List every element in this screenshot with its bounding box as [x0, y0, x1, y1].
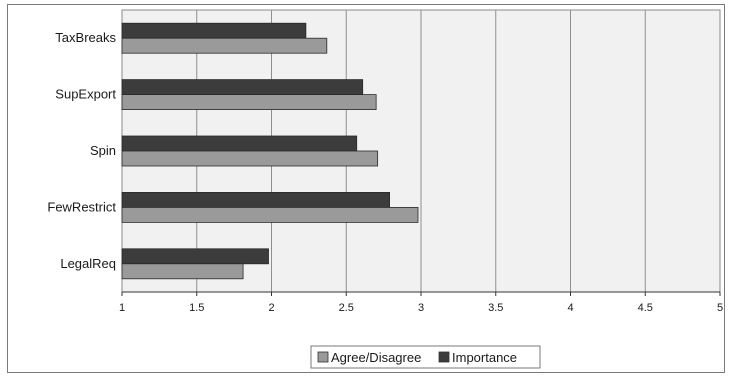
- bar-spin-importance: [121, 135, 358, 152]
- x-tick-labels: 1 1.5 2 2.5 3 3.5 4 4.5 5: [119, 302, 723, 314]
- legend-swatch-agree-disagree: [317, 351, 329, 363]
- bar-supexport-agree-disagree: [121, 94, 377, 110]
- bar-legalreq-agree-disagree: [121, 263, 244, 280]
- legend-box: [310, 345, 541, 369]
- category-labels: TaxBreaks SupExport Spin FewRestrict LegalRe…: [47, 30, 116, 271]
- x-tick-label: 3: [418, 302, 424, 314]
- chart-frame: TaxBreaks SupExport Spin FewRestrict LegalRe…: [7, 4, 725, 373]
- x-tick-label: 2: [268, 302, 274, 314]
- bar-spin-agree-disagree: [121, 150, 379, 167]
- legend-label-agree-disagree: Agree/Disagree: [331, 350, 421, 365]
- bar-taxbreaks-importance: [121, 22, 307, 39]
- gridlines: [196, 10, 646, 292]
- bar-chart: TaxBreaks SupExport Spin FewRestrict LegalRe…: [47, 9, 723, 369]
- x-axis: [121, 291, 721, 296]
- x-tick-label: 4: [567, 302, 573, 314]
- bar-supexport-importance: [121, 79, 364, 95]
- legend: Agree/Disagree Importance: [310, 345, 541, 369]
- x-tick-label: 4.5: [638, 302, 653, 314]
- category-label: Spin: [90, 143, 116, 158]
- legend-label-importance: Importance: [452, 350, 517, 365]
- x-tick-label: 1: [119, 302, 125, 314]
- x-tick-label: 5: [717, 302, 723, 314]
- category-label: FewRestrict: [47, 199, 116, 214]
- legend-swatch-importance: [438, 351, 450, 363]
- bar-legalreq-importance: [121, 248, 269, 265]
- category-label: LegalReq: [60, 256, 116, 271]
- category-label: TaxBreaks: [55, 30, 116, 45]
- x-tick-label: 2.5: [339, 302, 354, 314]
- category-label: SupExport: [55, 87, 116, 102]
- bar-fewrestrict-importance: [121, 191, 391, 208]
- bars: [121, 22, 419, 280]
- x-tick-label: 1.5: [189, 302, 204, 314]
- x-tick-label: 3.5: [488, 302, 503, 314]
- bar-taxbreaks-agree-disagree: [121, 37, 328, 54]
- bar-fewrestrict-agree-disagree: [121, 206, 419, 223]
